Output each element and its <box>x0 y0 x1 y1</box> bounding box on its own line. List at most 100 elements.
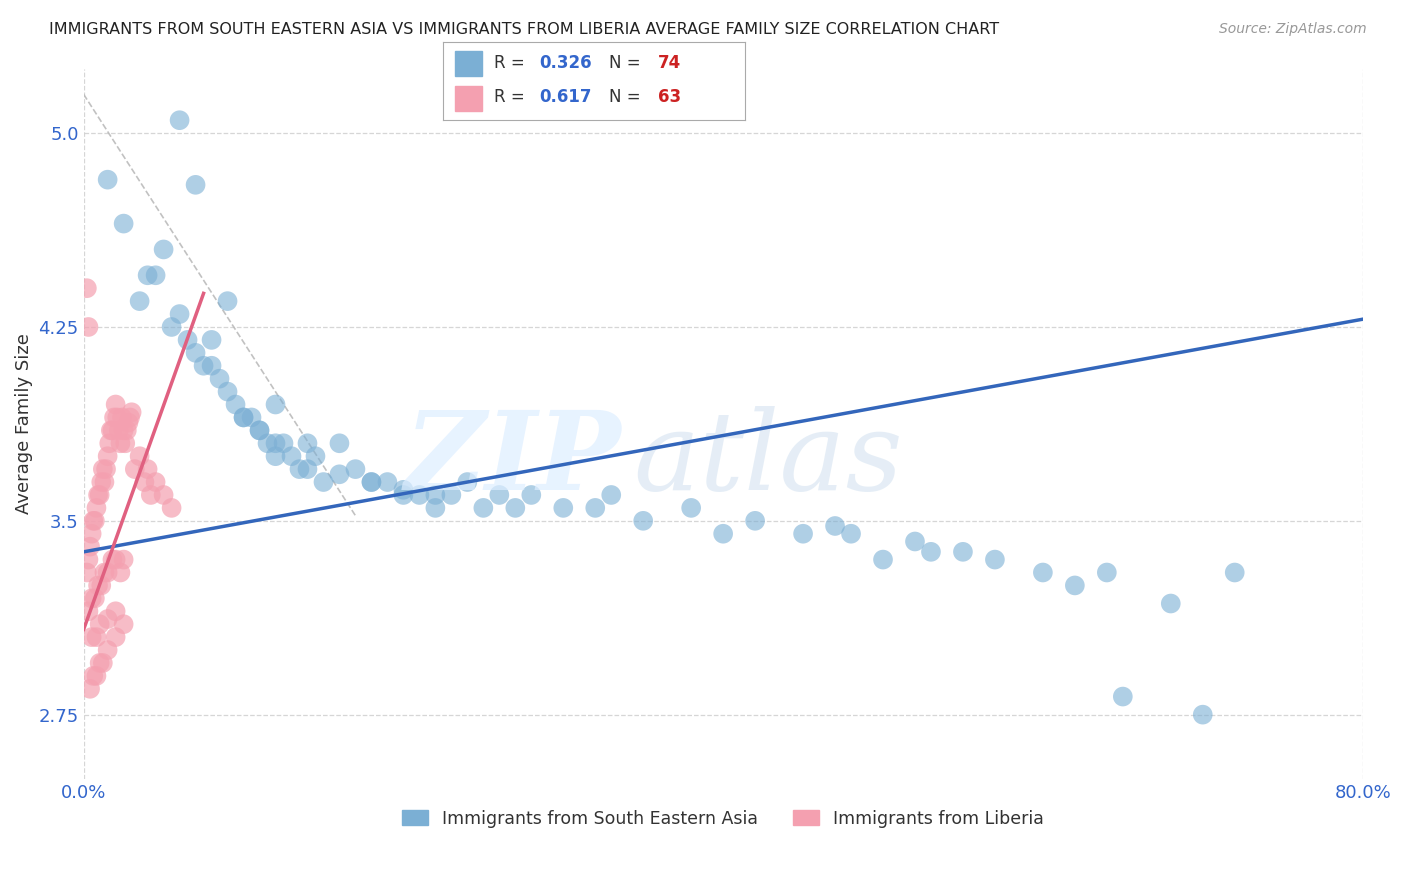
Text: R =: R = <box>495 88 530 106</box>
Y-axis label: Average Family Size: Average Family Size <box>15 334 32 515</box>
Point <box>904 534 927 549</box>
Point <box>264 397 287 411</box>
Point <box>86 500 108 515</box>
Point <box>208 372 231 386</box>
Point <box>89 488 111 502</box>
Point <box>792 526 814 541</box>
Point <box>90 578 112 592</box>
Point <box>124 462 146 476</box>
Point <box>83 514 105 528</box>
Point <box>104 552 127 566</box>
Point <box>108 423 131 437</box>
Point <box>118 410 141 425</box>
Point <box>87 488 110 502</box>
Point <box>984 552 1007 566</box>
Point <box>101 423 124 437</box>
Point <box>139 488 162 502</box>
Point <box>273 436 295 450</box>
Point <box>225 397 247 411</box>
Point <box>93 566 115 580</box>
Point <box>100 423 122 437</box>
Point <box>872 552 894 566</box>
Point <box>264 449 287 463</box>
Point <box>344 462 367 476</box>
Point <box>952 545 974 559</box>
Point <box>91 462 114 476</box>
Point <box>104 397 127 411</box>
Text: N =: N = <box>609 54 645 72</box>
Point <box>249 423 271 437</box>
Point <box>824 519 846 533</box>
Point <box>169 307 191 321</box>
Point <box>312 475 335 489</box>
Point <box>86 669 108 683</box>
Point <box>240 410 263 425</box>
Point <box>264 436 287 450</box>
Text: 0.326: 0.326 <box>540 54 592 72</box>
Point <box>392 488 415 502</box>
Point <box>98 436 121 450</box>
Point <box>360 475 382 489</box>
Point <box>280 449 302 463</box>
Point <box>425 488 447 502</box>
Point <box>200 359 222 373</box>
Point <box>681 500 703 515</box>
Point <box>297 462 319 476</box>
Point <box>631 514 654 528</box>
Point <box>360 475 382 489</box>
Point <box>77 320 100 334</box>
Text: 0.617: 0.617 <box>540 88 592 106</box>
Point <box>1223 566 1246 580</box>
Point <box>82 669 104 683</box>
Point <box>134 475 156 489</box>
Point <box>117 416 139 430</box>
Text: atlas: atlas <box>634 406 903 513</box>
Point <box>328 467 350 482</box>
Point <box>97 643 120 657</box>
Point <box>217 294 239 309</box>
Point <box>121 405 143 419</box>
Text: 74: 74 <box>658 54 681 72</box>
Point <box>112 552 135 566</box>
Point <box>744 514 766 528</box>
Point <box>176 333 198 347</box>
Point <box>297 436 319 450</box>
Point <box>408 488 430 502</box>
Point <box>136 462 159 476</box>
Point <box>114 436 136 450</box>
Point <box>89 617 111 632</box>
Bar <box>456 52 482 77</box>
Point <box>553 500 575 515</box>
Point <box>711 526 734 541</box>
Point <box>111 410 134 425</box>
Point <box>136 268 159 283</box>
Point <box>232 410 254 425</box>
Point <box>145 475 167 489</box>
Point <box>200 333 222 347</box>
Point <box>217 384 239 399</box>
Point <box>256 436 278 450</box>
Point <box>110 436 132 450</box>
Point <box>1112 690 1135 704</box>
Point <box>97 449 120 463</box>
Point <box>184 346 207 360</box>
Point <box>152 243 174 257</box>
Legend: Immigrants from South Eastern Asia, Immigrants from Liberia: Immigrants from South Eastern Asia, Immi… <box>395 803 1050 835</box>
Text: IMMIGRANTS FROM SOUTH EASTERN ASIA VS IMMIGRANTS FROM LIBERIA AVERAGE FAMILY SIZ: IMMIGRANTS FROM SOUTH EASTERN ASIA VS IM… <box>49 22 1000 37</box>
Point <box>152 488 174 502</box>
Point <box>232 410 254 425</box>
Point <box>456 475 478 489</box>
Point <box>920 545 942 559</box>
Point <box>86 630 108 644</box>
Point <box>288 462 311 476</box>
Point <box>93 475 115 489</box>
Text: R =: R = <box>495 54 530 72</box>
Point <box>488 488 510 502</box>
Point <box>392 483 415 497</box>
Point <box>128 449 150 463</box>
Point <box>77 604 100 618</box>
Point <box>505 500 527 515</box>
Point <box>97 612 120 626</box>
Point <box>87 578 110 592</box>
Text: Source: ZipAtlas.com: Source: ZipAtlas.com <box>1219 22 1367 37</box>
